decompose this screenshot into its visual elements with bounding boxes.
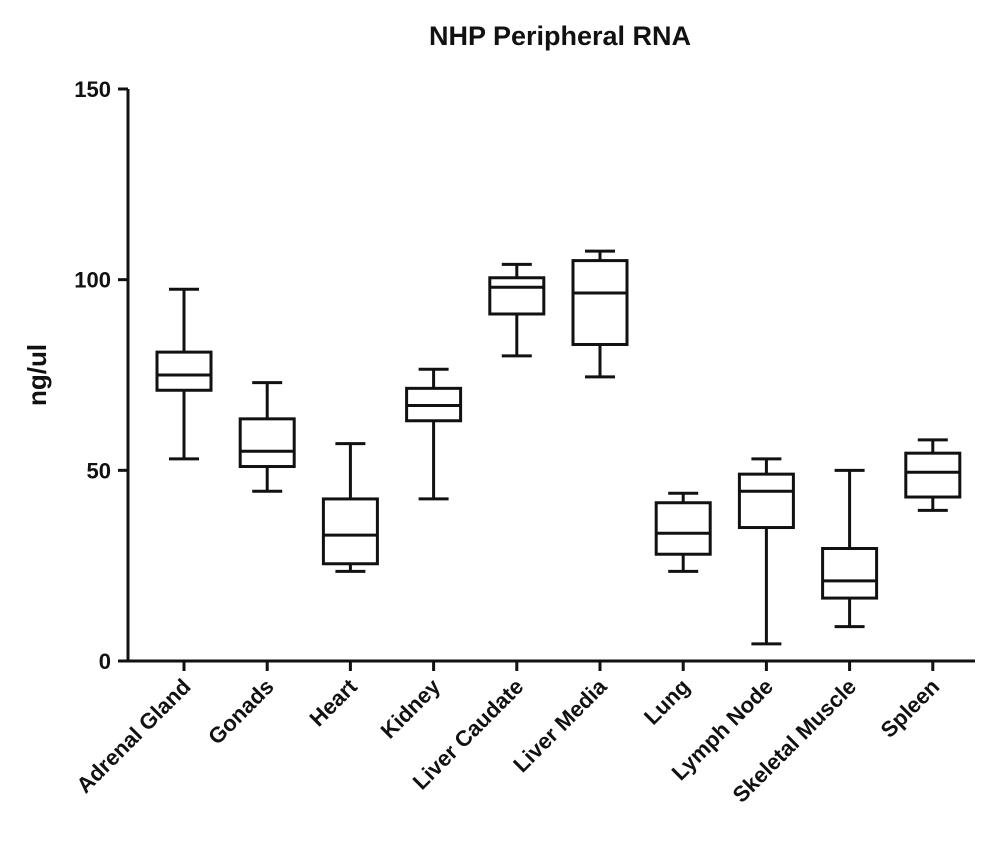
y-axis-label: ng/ul <box>22 344 52 406</box>
iqr-box <box>737 472 795 530</box>
x-tick-label: Heart <box>304 673 362 731</box>
x-tick-label: Spleen <box>876 674 945 743</box>
y-tick-label: 50 <box>87 458 111 483</box>
box-lung <box>654 491 712 671</box>
box-lymph-node <box>737 457 795 671</box>
y-tick-label: 100 <box>74 268 111 293</box>
iqr-box <box>571 259 629 346</box>
iqr-box <box>488 276 546 316</box>
box-kidney <box>405 367 463 671</box>
y-tick-label: 0 <box>99 649 111 674</box>
box-skeletal-muscle <box>821 468 879 671</box>
iqr-box <box>821 547 879 600</box>
iqr-box <box>238 417 296 469</box>
iqr-box <box>654 501 712 556</box>
x-tick-label: Gonads <box>203 674 279 750</box>
iqr-box <box>155 350 213 392</box>
box-liver-caudate <box>488 262 546 671</box>
box-liver-media <box>571 249 629 671</box>
iqr-box <box>904 451 962 499</box>
x-tick-label: Kidney <box>376 673 446 743</box>
x-tick-label: Adrenal Gland <box>72 674 196 798</box>
y-ticks: 0 50 100 150 <box>74 77 128 674</box>
box-heart <box>321 442 379 671</box>
box-gonads <box>238 381 296 671</box>
chart-title: NHP Peripheral RNA <box>429 21 691 51</box>
boxes <box>155 249 962 671</box>
y-tick-label: 150 <box>74 77 111 102</box>
iqr-box <box>321 497 379 566</box>
x-tick-label: Lung <box>639 674 695 730</box>
box-adrenal-gland <box>155 287 213 671</box>
box-spleen <box>904 438 962 671</box>
